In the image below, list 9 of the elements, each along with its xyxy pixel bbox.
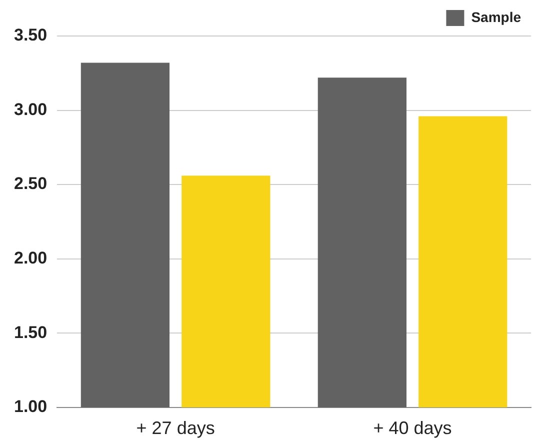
y-tick-label: 1.50 [14, 322, 48, 342]
x-tick-label: + 27 days [136, 418, 215, 438]
legend-label: Sample [471, 8, 522, 25]
x-tick-label: + 40 days [373, 418, 452, 438]
y-tick-label: 3.50 [14, 26, 48, 45]
y-tick-label: 1.00 [14, 397, 48, 416]
y-tick-label: 2.00 [14, 248, 48, 268]
y-tick-label: 3.00 [14, 100, 48, 119]
y-tick-label: 2.50 [14, 174, 48, 194]
